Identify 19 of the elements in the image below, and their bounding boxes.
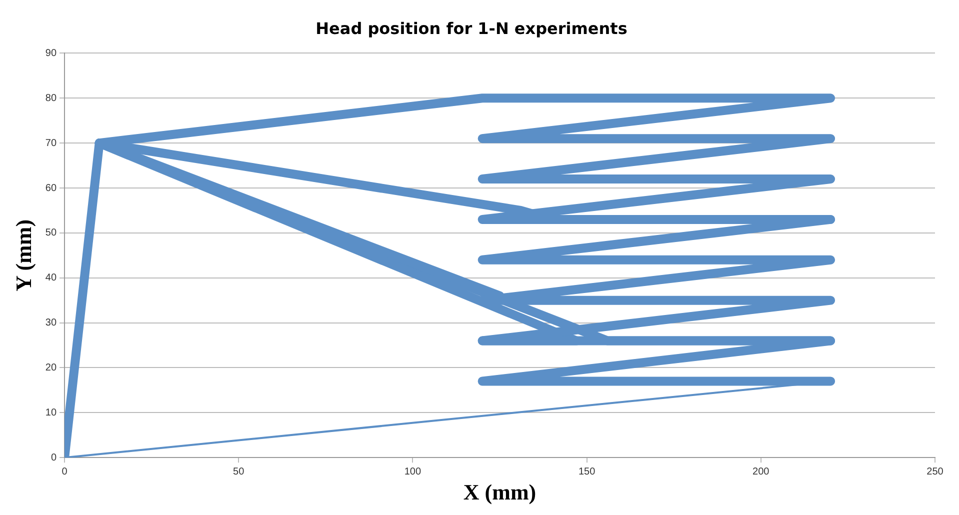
x-tick-label: 200 [752, 466, 770, 478]
x-tick-label: 250 [926, 466, 944, 478]
y-tick-label: 70 [45, 138, 57, 149]
chart-title: Head position for 1-N experiments [316, 18, 628, 38]
y-tick-label: 50 [45, 228, 57, 239]
y-tick-label: 60 [45, 182, 57, 194]
y-tick-label: 40 [45, 272, 57, 284]
x-axis-title: X (mm) [463, 479, 536, 504]
x-tick-label: 0 [62, 466, 68, 478]
x-tick-label: 100 [404, 466, 422, 478]
y-axis-title: Y (mm) [10, 219, 36, 292]
y-tick-label: 10 [45, 407, 57, 418]
y-tick-label: 20 [45, 362, 57, 374]
y-tick-label: 0 [50, 452, 57, 464]
x-tick-label: 50 [233, 466, 245, 478]
y-tick-label: 30 [45, 318, 57, 329]
y-tick-label: 80 [45, 92, 57, 104]
y-tick-label: 90 [45, 48, 57, 59]
x-tick-label: 150 [578, 466, 596, 478]
